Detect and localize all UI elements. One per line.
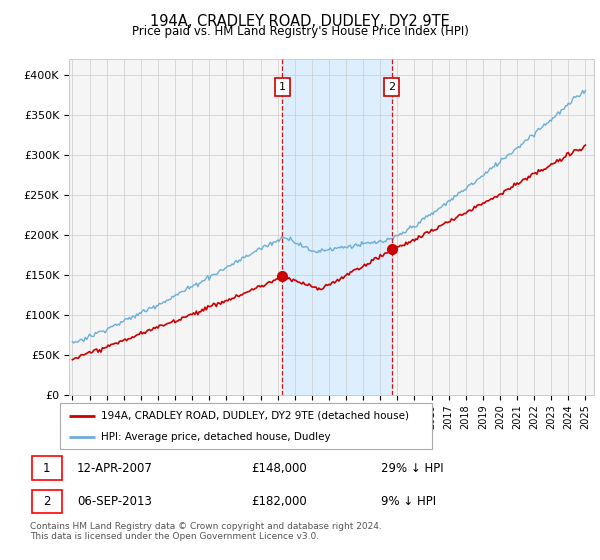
Text: Contains HM Land Registry data © Crown copyright and database right 2024.
This d: Contains HM Land Registry data © Crown c… bbox=[30, 522, 382, 542]
Text: 29% ↓ HPI: 29% ↓ HPI bbox=[380, 461, 443, 474]
Text: 9% ↓ HPI: 9% ↓ HPI bbox=[380, 494, 436, 508]
Text: Price paid vs. HM Land Registry's House Price Index (HPI): Price paid vs. HM Land Registry's House … bbox=[131, 25, 469, 38]
FancyBboxPatch shape bbox=[32, 456, 62, 480]
Text: 1: 1 bbox=[43, 461, 50, 474]
Text: £148,000: £148,000 bbox=[251, 461, 307, 474]
Text: 194A, CRADLEY ROAD, DUDLEY, DY2 9TE (detached house): 194A, CRADLEY ROAD, DUDLEY, DY2 9TE (det… bbox=[101, 410, 409, 421]
Text: £182,000: £182,000 bbox=[251, 494, 307, 508]
Text: 12-APR-2007: 12-APR-2007 bbox=[77, 461, 153, 474]
Text: HPI: Average price, detached house, Dudley: HPI: Average price, detached house, Dudl… bbox=[101, 432, 331, 442]
Text: 1: 1 bbox=[279, 82, 286, 92]
FancyBboxPatch shape bbox=[60, 403, 432, 449]
Text: 2: 2 bbox=[388, 82, 395, 92]
Bar bbox=[283, 59, 392, 395]
Text: 2: 2 bbox=[43, 494, 50, 508]
Text: 194A, CRADLEY ROAD, DUDLEY, DY2 9TE: 194A, CRADLEY ROAD, DUDLEY, DY2 9TE bbox=[150, 14, 450, 29]
Text: 06-SEP-2013: 06-SEP-2013 bbox=[77, 494, 152, 508]
FancyBboxPatch shape bbox=[32, 489, 62, 513]
